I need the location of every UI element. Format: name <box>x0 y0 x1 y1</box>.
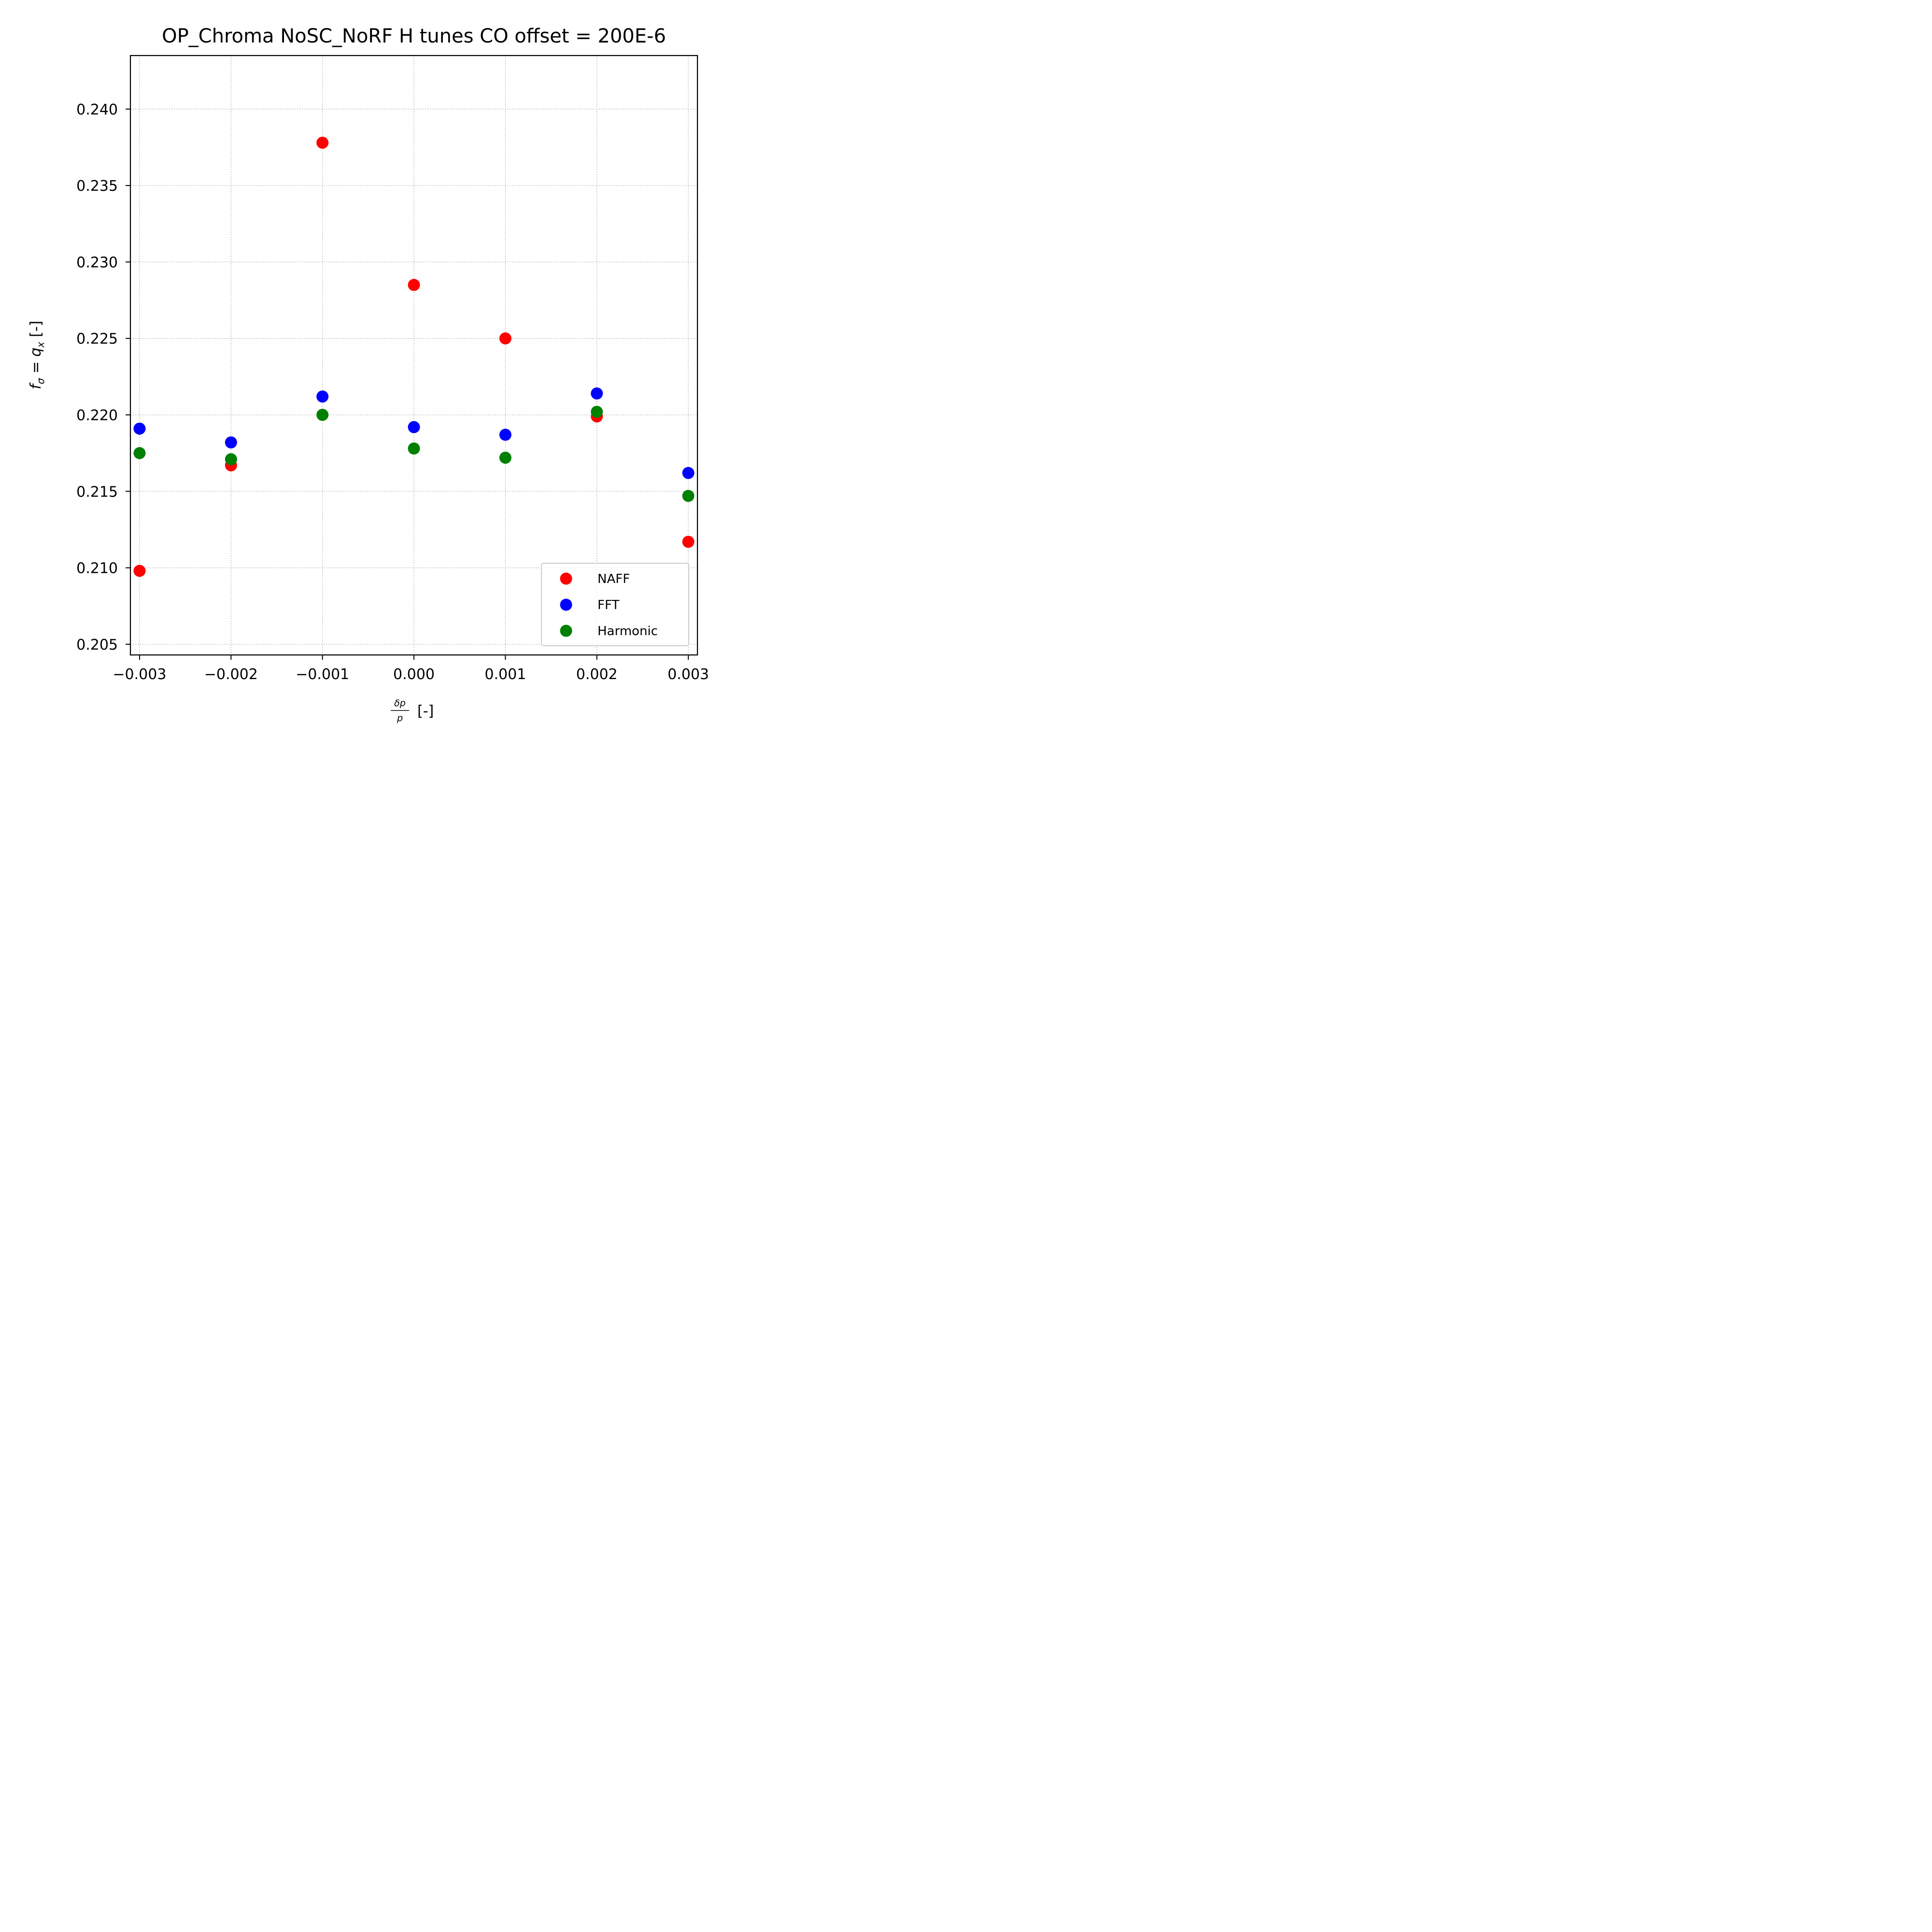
y-tick-label: 0.210 <box>76 560 118 577</box>
y-axis-label-equals: = <box>28 357 44 378</box>
y-tick-label: 0.215 <box>76 483 118 500</box>
x-tick-label: 0.002 <box>576 666 618 683</box>
fft-point <box>408 421 420 433</box>
legend-label-fft: FFT <box>597 598 619 612</box>
harmonic-point <box>225 453 237 466</box>
y-tick-label: 0.205 <box>76 637 118 653</box>
data-points <box>133 136 695 577</box>
x-axis-label: δp p [-] <box>391 698 434 724</box>
harmonic-point <box>133 447 146 459</box>
legend-marker-naff <box>560 572 572 585</box>
chart: OP_Chroma NoSC_NoRF H tunes CO offset = … <box>0 0 746 746</box>
y-axis-label-x: x <box>35 342 46 348</box>
y-tick-label: 0.235 <box>76 178 118 195</box>
harmonic-point <box>408 442 420 455</box>
y-axis-label: fσ = qx [-] <box>28 321 46 389</box>
chart-title: OP_Chroma NoSC_NoRF H tunes CO offset = … <box>162 25 666 47</box>
legend-marker-harmonic <box>560 625 572 637</box>
x-tick-label: −0.001 <box>296 666 349 683</box>
x-axis-label-numerator: δp <box>394 698 406 709</box>
harmonic-point <box>499 452 511 464</box>
naff-point <box>682 536 695 548</box>
x-axis-label-denominator: p <box>397 713 403 724</box>
legend-marker-fft <box>560 598 572 611</box>
fft-point <box>225 436 237 449</box>
y-tick-label: 0.240 <box>76 101 118 118</box>
legend-label-harmonic: Harmonic <box>597 624 658 639</box>
y-tick-label: 0.230 <box>76 254 118 271</box>
x-tick-label: −0.003 <box>113 666 166 683</box>
x-tick-label: −0.002 <box>204 666 258 683</box>
axis-ticks: −0.003 −0.002 −0.001 0.000 0.001 0.002 0.003 0.… <box>76 101 709 683</box>
harmonic-point <box>591 406 603 418</box>
fft-point <box>682 467 695 479</box>
x-tick-label: 0.000 <box>393 666 435 683</box>
x-tick-label: 0.001 <box>484 666 526 683</box>
legend: NAFF FFT Harmonic <box>541 563 689 646</box>
fft-point <box>499 428 511 441</box>
naff-point <box>499 332 511 345</box>
fft-point <box>133 422 146 435</box>
grid <box>130 56 697 655</box>
x-tick-label: 0.003 <box>668 666 709 683</box>
naff-point <box>408 279 420 291</box>
y-tick-label: 0.220 <box>76 407 118 424</box>
fft-point <box>591 387 603 400</box>
legend-label-naff: NAFF <box>597 572 630 586</box>
naff-point <box>316 136 329 149</box>
x-axis-label-unit: [-] <box>417 703 434 720</box>
fft-point <box>316 390 329 403</box>
y-axis-label-q: q <box>28 348 44 357</box>
harmonic-point <box>682 490 695 502</box>
y-axis-label-sigma: σ <box>35 378 46 384</box>
y-axis-label-unit: [-] <box>28 321 44 342</box>
y-tick-label: 0.225 <box>76 331 118 348</box>
legend-box <box>541 563 689 646</box>
harmonic-point <box>316 409 329 421</box>
naff-point <box>133 565 146 577</box>
